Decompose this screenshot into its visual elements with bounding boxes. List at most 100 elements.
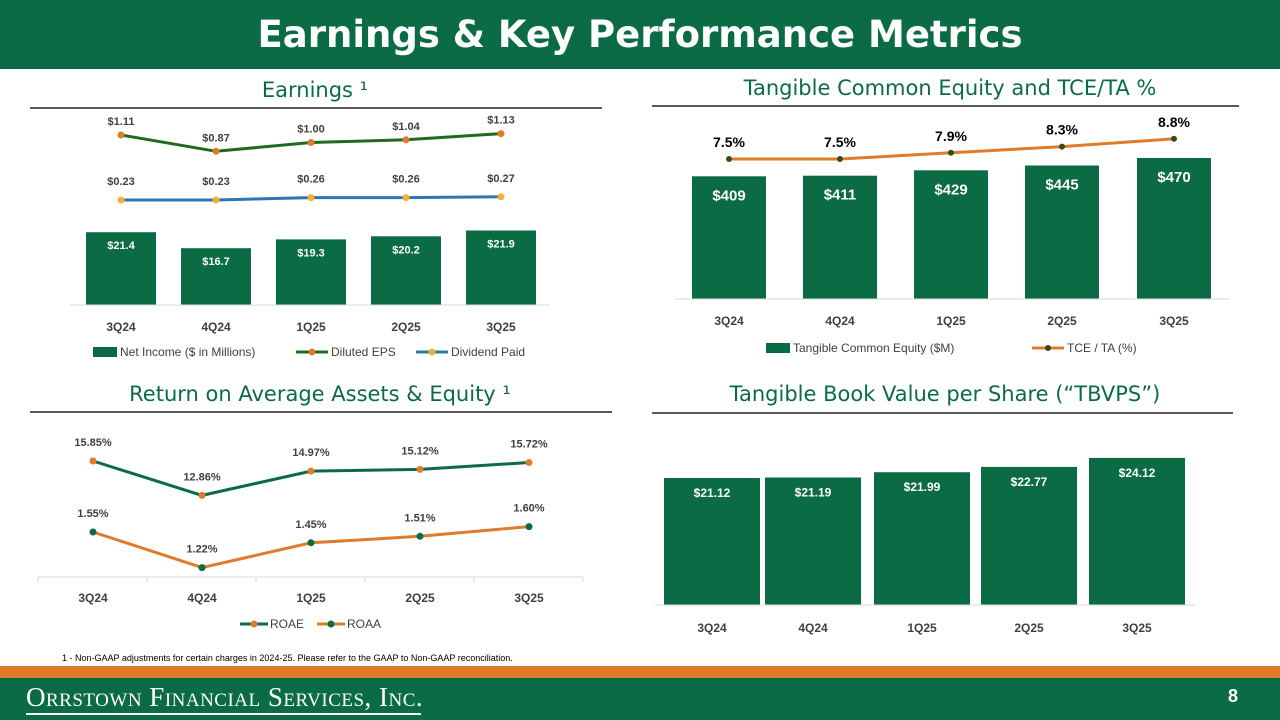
earnings-bar-label-0: $21.4 [107,240,135,252]
returns-x-tick-4: 3Q25 [514,591,544,605]
earnings-title: Earnings ¹ [261,78,369,102]
tbvps-bar-4 [1089,457,1185,605]
tbvps-bar-1 [765,477,861,605]
tce-legend-label-0: Tangible Common Equity ($M) [793,341,954,355]
returns-roaa-point-1 [198,564,206,572]
returns-roae-label-1: 12.86% [183,471,221,483]
earnings-x-tick-2: 1Q25 [296,320,326,334]
earnings-eps-point-2 [307,139,315,146]
earnings-dividend-point-0 [117,196,125,204]
tce-legend-marker-1 [1045,345,1051,351]
page-title: Earnings & Key Performance Metrics [257,13,1023,56]
footer-accent-bar [0,666,1280,678]
returns-roae-point-0 [89,457,97,465]
tce-x-tick-1: 4Q24 [825,314,855,328]
earnings-eps-label-4: $1.13 [487,115,515,127]
logo-underline [26,713,421,715]
earnings-legend-swatch-0 [93,347,117,357]
footnote: 1 - Non-GAAP adjustments for certain cha… [62,653,513,663]
returns-roaa-label-2: 1.45% [295,519,326,531]
earnings-x-tick-1: 4Q24 [201,320,231,334]
tce-ratio-label-1: 7.5% [824,134,856,150]
tce-bar-3 [1025,165,1099,299]
earnings-bar-label-3: $20.2 [392,244,420,256]
tce-bar-label-3: $445 [1045,177,1078,194]
earnings-title-rule [30,107,602,109]
returns-roae-label-2: 14.97% [292,447,330,459]
returns-roaa-label-0: 1.55% [77,508,108,520]
earnings-bar-1 [181,248,251,305]
returns-roaa-point-3 [416,532,424,540]
tce-x-tick-0: 3Q24 [714,314,744,328]
earnings-eps-label-3: $1.04 [392,121,420,133]
returns-roae-point-4 [525,459,533,466]
returns-roae-label-3: 15.12% [401,445,439,457]
returns-roaa-label-4: 1.60% [513,503,544,515]
earnings-dividend-label-4: $0.27 [487,173,515,185]
tce-title: Tangible Common Equity and TCE/TA % [743,76,1157,100]
earnings-legend-label-0: Net Income ($ in Millions) [120,345,255,359]
tbvps-bar-label-3: $22.77 [1011,475,1048,489]
earnings-bar-label-4: $21.9 [487,239,515,251]
returns-roaa-point-4 [525,523,533,531]
returns-roaa-point-0 [89,528,97,536]
earnings-bar-label-1: $16.7 [202,256,230,268]
returns-x-tick-0: 3Q24 [78,591,108,605]
tbvps-chart: $21.12 $21.19 $21.99 $22.77 $24.12 3Q24 4Q24 1Q… [655,457,1195,635]
page-number: 8 [1227,686,1238,706]
returns-x-tick-2: 1Q25 [296,591,326,605]
returns-chart: 15.85% 12.86% 14.97% 15.12% 15.72% 1.55% 1.22%… [37,437,584,631]
returns-title: Return on Average Assets & Equity ¹ [129,382,511,406]
earnings-eps-label-2: $1.00 [297,124,325,136]
tbvps-x-tick-0: 3Q24 [697,621,727,635]
returns-legend-label-1: ROAA [347,617,381,631]
tce-bar-2 [914,170,988,299]
earnings-chart: $21.4 $16.7 $19.3 $20.2 $21.9 $1.11 $0.87 $1.00… [70,115,550,359]
tce-x-tick-2: 1Q25 [936,314,966,328]
returns-roaa-label-1: 1.22% [186,544,217,556]
tbvps-x-tick-4: 3Q25 [1122,621,1152,635]
tce-bar-4 [1137,158,1211,299]
tbvps-bar-label-1: $21.19 [795,486,832,500]
earnings-eps-point-0 [117,131,125,139]
returns-legend-marker-0 [250,620,258,628]
tbvps-bar-label-2: $21.99 [904,480,941,494]
tbvps-bar-3 [981,466,1077,605]
earnings-dividend-label-1: $0.23 [202,176,230,188]
tce-x-tick-4: 3Q25 [1159,314,1189,328]
earnings-x-tick-4: 3Q25 [486,320,516,334]
earnings-eps-label-1: $0.87 [202,132,230,144]
earnings-eps-point-3 [402,136,410,144]
tbvps-bar-0 [664,478,760,605]
tce-bar-label-1: $411 [824,187,857,204]
earnings-legend-label-2: Dividend Paid [451,345,525,359]
returns-roae-line [92,459,530,497]
returns-x-tick-3: 2Q25 [405,591,435,605]
tbvps-bar-2 [874,472,970,605]
returns-legend-marker-1 [327,620,335,628]
earnings-bar-0 [86,232,156,305]
tce-bar-0 [692,176,766,299]
returns-roaa-label-3: 1.51% [404,512,435,524]
earnings-dividend-point-2 [307,194,315,202]
tbvps-title: Tangible Book Value per Share (“TBVPS”) [729,382,1161,406]
tbvps-title-rule [652,412,1233,414]
tce-legend-swatch-0 [766,343,790,353]
earnings-bar-label-2: $19.3 [297,247,325,259]
earnings-x-tick-0: 3Q24 [106,320,136,334]
returns-roae-point-2 [307,467,315,475]
returns-roae-point-1 [198,491,206,499]
tce-ratio-point-0 [726,156,732,162]
tce-ratio-label-2: 7.9% [935,128,967,144]
tce-x-tick-3: 2Q25 [1047,314,1077,328]
earnings-dividend-label-0: $0.23 [107,176,135,188]
earnings-dividend-label-3: $0.26 [392,174,420,186]
earnings-dividend-point-3 [402,194,410,202]
returns-roae-label-4: 15.72% [510,439,548,451]
earnings-eps-point-4 [497,130,505,138]
returns-title-rule [30,411,612,413]
tbvps-bar-label-0: $21.12 [694,486,731,500]
tce-ratio-label-4: 8.8% [1158,114,1190,130]
earnings-legend-label-1: Diluted EPS [331,345,396,359]
header-bar [0,0,1280,69]
